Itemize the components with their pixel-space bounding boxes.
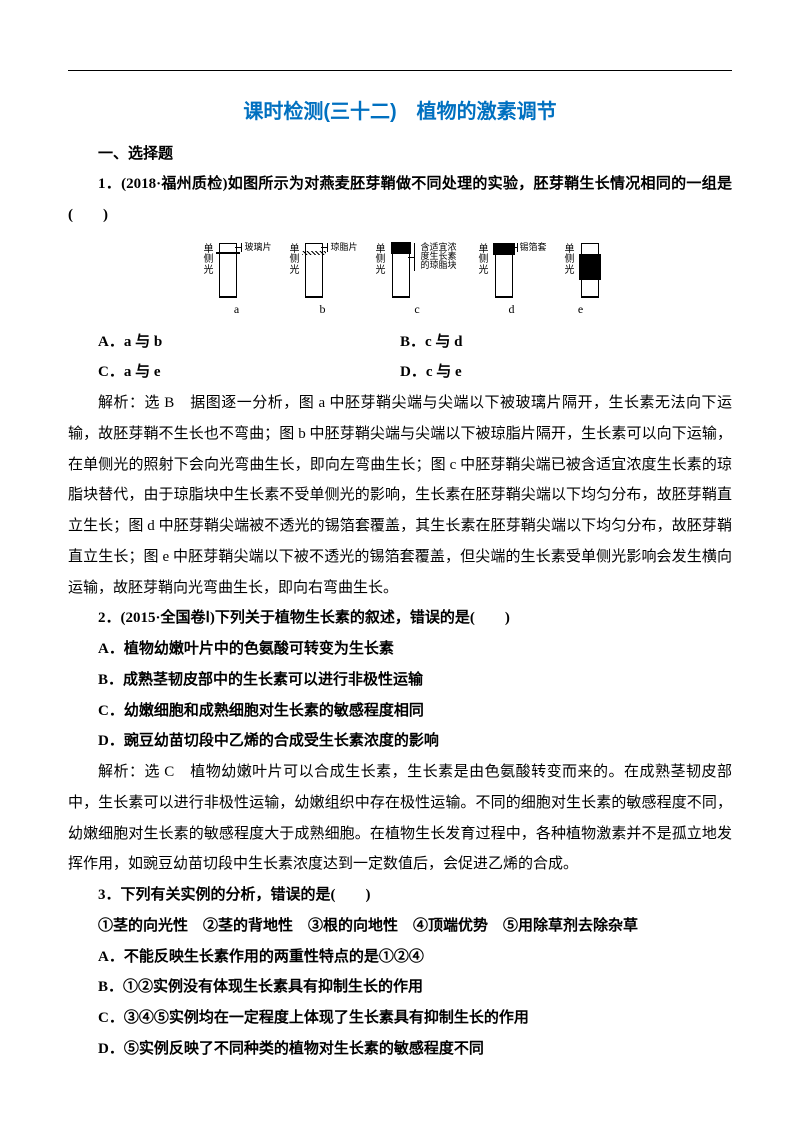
q1-optC: C．a 与 e bbox=[68, 357, 400, 388]
q1-row1: A．a 与 b B．c 与 d bbox=[68, 327, 732, 358]
label-b: b bbox=[319, 302, 325, 317]
cap-d-label: 锡箔套 bbox=[517, 243, 547, 252]
q3-optD: D．⑤实例反映了不同种类的植物对生长素的敏感程度不同 bbox=[68, 1034, 732, 1065]
side-light-e: 单侧光 bbox=[563, 245, 577, 277]
cap-a-label: 玻璃片 bbox=[241, 243, 271, 252]
section-heading: 一、选择题 bbox=[68, 142, 732, 163]
q1-explain: 解析：选 B 据图逐一分析，图 a 中胚芽鞘尖端与尖端以下被玻璃片隔开，生长素无… bbox=[68, 388, 732, 603]
exp-a: 单侧光 玻璃片 a bbox=[201, 243, 271, 317]
q2-optB: B．成熟茎韧皮部中的生长素可以进行非极性运输 bbox=[68, 665, 732, 696]
q1-optB: B．c 与 d bbox=[400, 327, 732, 358]
label-e: e bbox=[578, 302, 583, 317]
q2-optA: A．植物幼嫩叶片中的色氨酸可转变为生长素 bbox=[68, 634, 732, 665]
side-light-c: 单侧光 bbox=[374, 245, 388, 277]
q3-stem: 3．下列有关实例的分析，错误的是( ) bbox=[68, 880, 732, 911]
q2-optD: D．豌豆幼苗切段中乙烯的合成受生长素浓度的影响 bbox=[68, 726, 732, 757]
q1-stem: 1．(2018·福州质检)如图所示为对燕麦胚芽鞘做不同处理的实验，胚芽鞘生长情况… bbox=[68, 169, 732, 231]
exp-c: 单侧光 含适宜浓度生长素的琼脂块 c bbox=[374, 243, 461, 317]
q2-optC: C．幼嫩细胞和成熟细胞对生长素的敏感程度相同 bbox=[68, 696, 732, 727]
label-c: c bbox=[414, 302, 419, 317]
q1-diagram: 单侧光 玻璃片 a 单侧光 琼脂片 b 单侧光 bbox=[68, 239, 732, 317]
cap-b-label: 琼脂片 bbox=[327, 243, 357, 252]
side-light-a: 单侧光 bbox=[201, 245, 215, 277]
label-a: a bbox=[234, 302, 239, 317]
exp-b: 单侧光 琼脂片 b bbox=[287, 243, 357, 317]
q3-optB: B．①②实例没有体现生长素具有抑制生长的作用 bbox=[68, 972, 732, 1003]
q3-optC: C．③④⑤实例均在一定程度上体现了生长素具有抑制生长的作用 bbox=[68, 1003, 732, 1034]
exp-d: 单侧光 锡箔套 d bbox=[477, 243, 547, 317]
q2-stem: 2．(2015·全国卷Ⅰ)下列关于植物生长素的叙述，错误的是( ) bbox=[68, 603, 732, 634]
exp-e: 单侧光 e bbox=[563, 243, 599, 317]
q2-explain: 解析：选 C 植物幼嫩叶片可以合成生长素，生长素是由色氨酸转变而来的。在成熟茎韧… bbox=[68, 757, 732, 880]
side-light-d: 单侧光 bbox=[477, 245, 491, 277]
page-title: 课时检测(三十二) 植物的激素调节 bbox=[68, 95, 732, 124]
q3-items: ①茎的向光性 ②茎的背地性 ③根的向地性 ④顶端优势 ⑤用除草剂去除杂草 bbox=[68, 911, 732, 942]
q3-optA: A．不能反映生长素作用的两重性特点的是①②④ bbox=[68, 942, 732, 973]
side-light-b: 单侧光 bbox=[287, 245, 301, 277]
q1-optA: A．a 与 b bbox=[68, 327, 400, 358]
q1-optD: D．c 与 e bbox=[400, 357, 732, 388]
top-rule bbox=[68, 70, 732, 71]
q1-row2: C．a 与 e D．c 与 e bbox=[68, 357, 732, 388]
cap-c-label: 含适宜浓度生长素的琼脂块 bbox=[414, 243, 461, 271]
label-d: d bbox=[509, 302, 515, 317]
